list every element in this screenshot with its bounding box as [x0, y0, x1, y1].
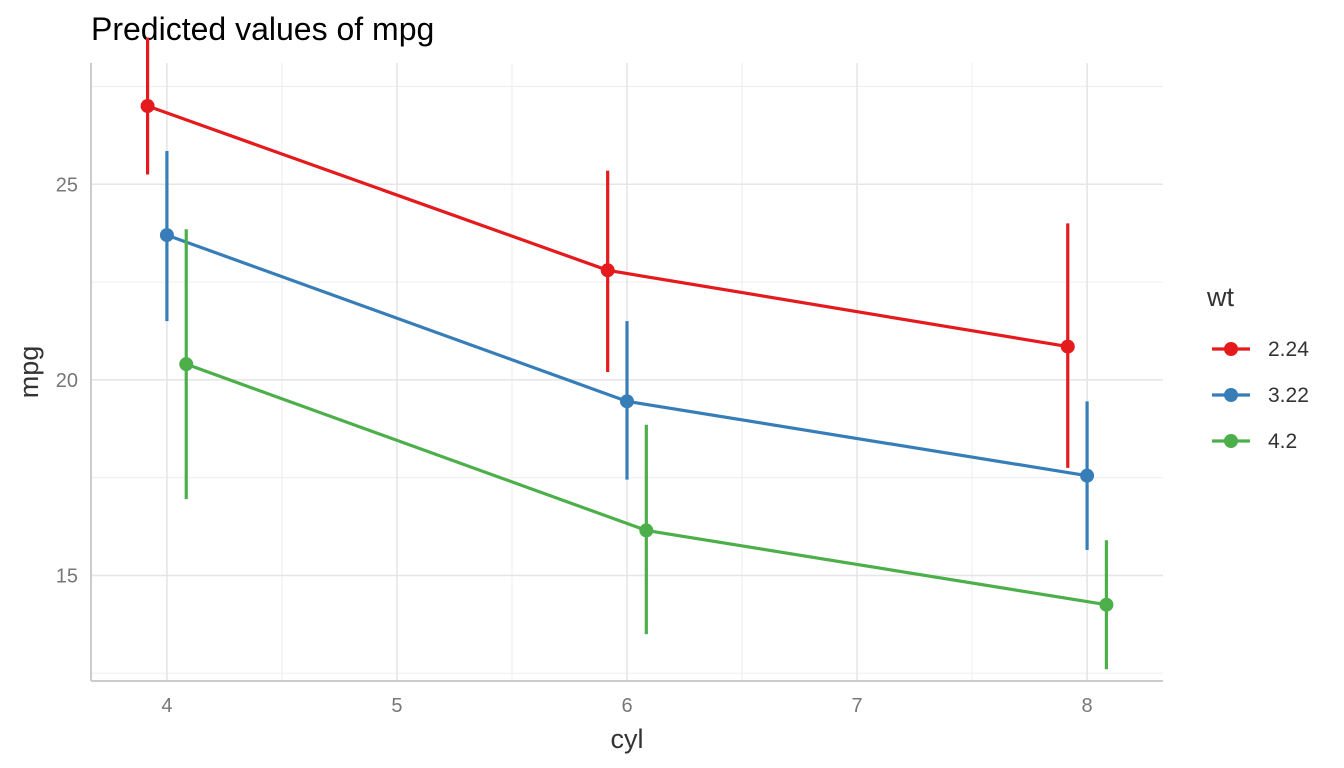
series-4.2	[179, 229, 1114, 670]
x-tick-label: 8	[1082, 695, 1093, 717]
series-2.24	[140, 37, 1075, 468]
data-point	[140, 99, 155, 114]
data-point	[600, 263, 615, 278]
data-point	[1099, 597, 1114, 612]
data-point	[159, 228, 174, 243]
legend-label: 3.22	[1268, 384, 1309, 407]
data-point	[179, 357, 194, 372]
data-point	[1080, 468, 1095, 483]
legend-item-2.24: 2.24	[1212, 338, 1309, 361]
y-tick-label: 15	[56, 565, 78, 587]
x-tick-label: 5	[391, 695, 402, 717]
data-point	[639, 523, 654, 538]
x-tick-label: 6	[621, 695, 632, 717]
legend-item-3.22: 3.22	[1212, 384, 1309, 407]
legend-key-point	[1224, 388, 1238, 402]
y-tick-label: 20	[56, 370, 78, 392]
legend-label: 2.24	[1268, 338, 1309, 361]
x-axis-title: cyl	[611, 724, 644, 754]
legend-title: wt	[1206, 282, 1234, 312]
x-tick-label: 4	[161, 695, 172, 717]
legend: wt 2.24 3.22 4.2	[1206, 282, 1309, 453]
legend-key-point	[1224, 434, 1238, 448]
legend-label: 4.2	[1268, 430, 1297, 453]
axes	[90, 63, 1163, 682]
legend-key-point	[1224, 342, 1238, 356]
tick-labels: 4 5 6 7 8 15 20 25	[56, 174, 1093, 717]
y-tick-label: 25	[56, 174, 78, 196]
legend-item-4.2: 4.2	[1212, 430, 1297, 453]
data-point	[1060, 339, 1075, 354]
chart-title: Predicted values of mpg	[91, 11, 434, 47]
y-axis-title: mpg	[14, 346, 44, 399]
series-layer	[140, 37, 1114, 670]
data-point	[620, 394, 634, 409]
series-3.22	[159, 151, 1095, 550]
x-tick-label: 7	[851, 695, 862, 717]
